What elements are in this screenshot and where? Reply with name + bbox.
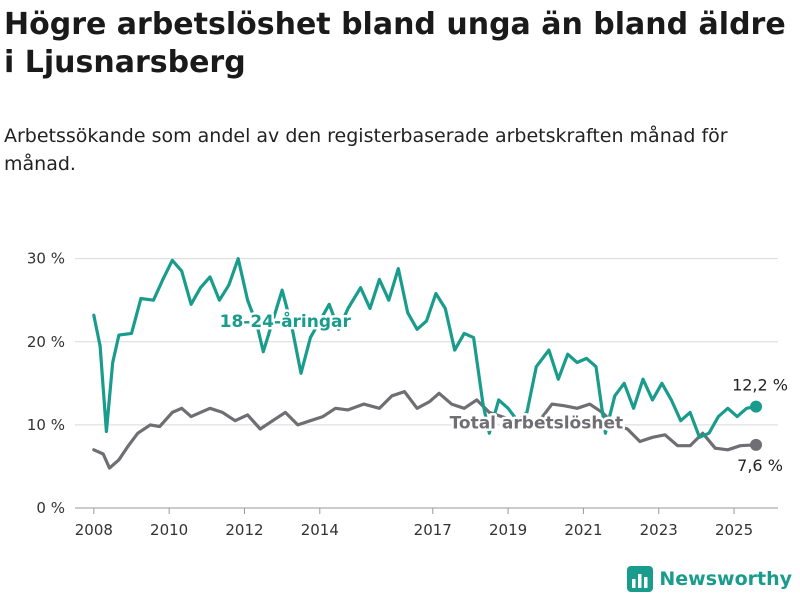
y-tick-label: 0 % bbox=[36, 499, 65, 517]
youth-end-marker bbox=[750, 400, 763, 413]
x-tick-label: 2008 bbox=[75, 521, 113, 539]
x-tick-label: 2010 bbox=[150, 521, 188, 539]
y-tick-label: 30 % bbox=[27, 250, 65, 268]
youth-end-value-label: 12,2 % bbox=[732, 376, 788, 395]
chart-subtitle: Arbetssökande som andel av den registerb… bbox=[4, 125, 728, 175]
x-tick-label: 2014 bbox=[301, 521, 339, 539]
youth-series-label: 18-24-åringar bbox=[220, 310, 352, 332]
x-tick-label: 2012 bbox=[225, 521, 263, 539]
total-series-line bbox=[92, 390, 758, 470]
bar-chart-logo-icon bbox=[627, 566, 654, 592]
x-tick-label: 2019 bbox=[489, 521, 527, 539]
chart-title: Högre arbetslöshet bland unga än bland ä… bbox=[4, 7, 786, 80]
x-tick-label: 2017 bbox=[414, 521, 452, 539]
y-tick-label: 20 % bbox=[27, 333, 65, 351]
y-tick-label: 10 % bbox=[27, 416, 65, 434]
brand-logo: Newsworthy bbox=[627, 566, 792, 592]
x-tick-label: 2025 bbox=[715, 521, 753, 539]
line-chart: 0 % 10 % 20 % 30 % 2008 2010 2012 2014 2017 2019 2… bbox=[27, 250, 788, 539]
total-end-value-label: 7,6 % bbox=[737, 456, 783, 475]
x-tick-label: 2023 bbox=[640, 521, 678, 539]
youth-series-line bbox=[92, 257, 758, 439]
total-end-marker bbox=[750, 438, 763, 451]
x-tick-label: 2021 bbox=[564, 521, 602, 539]
total-series-label: Total arbetslöshet bbox=[450, 413, 624, 433]
brand-name: Newsworthy bbox=[659, 568, 792, 590]
